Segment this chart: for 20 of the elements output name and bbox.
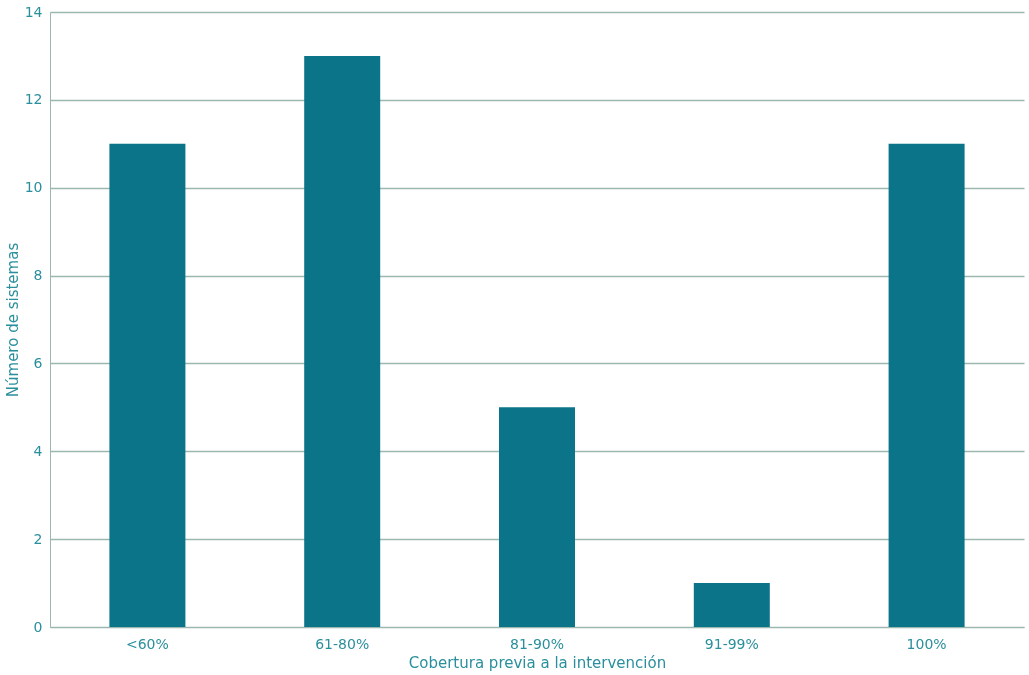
y-tick-label: 6	[33, 354, 43, 371]
y-tick-label: 12	[24, 91, 43, 108]
y-tick-label: 2	[33, 530, 43, 547]
bar	[888, 143, 965, 627]
x-tick-label: <60%	[125, 635, 169, 652]
x-tick-label: 61-80%	[315, 635, 370, 652]
bar	[693, 583, 770, 627]
y-tick-label: 0	[33, 618, 43, 635]
y-tick-label: 14	[24, 3, 43, 20]
x-tick-label: 91-99%	[704, 635, 759, 652]
x-tick-label: 100%	[906, 635, 947, 652]
x-tick-label: 81-90%	[510, 635, 564, 652]
y-axis-title: Número de sistemas	[3, 242, 22, 398]
y-tick-label: 4	[33, 442, 43, 459]
y-tick-label: 10	[24, 179, 43, 196]
bar	[499, 407, 575, 627]
bar	[109, 143, 186, 627]
bar	[304, 55, 381, 627]
y-tick-label: 8	[33, 267, 43, 284]
x-axis-title: Cobertura previa a la intervención	[408, 653, 667, 672]
